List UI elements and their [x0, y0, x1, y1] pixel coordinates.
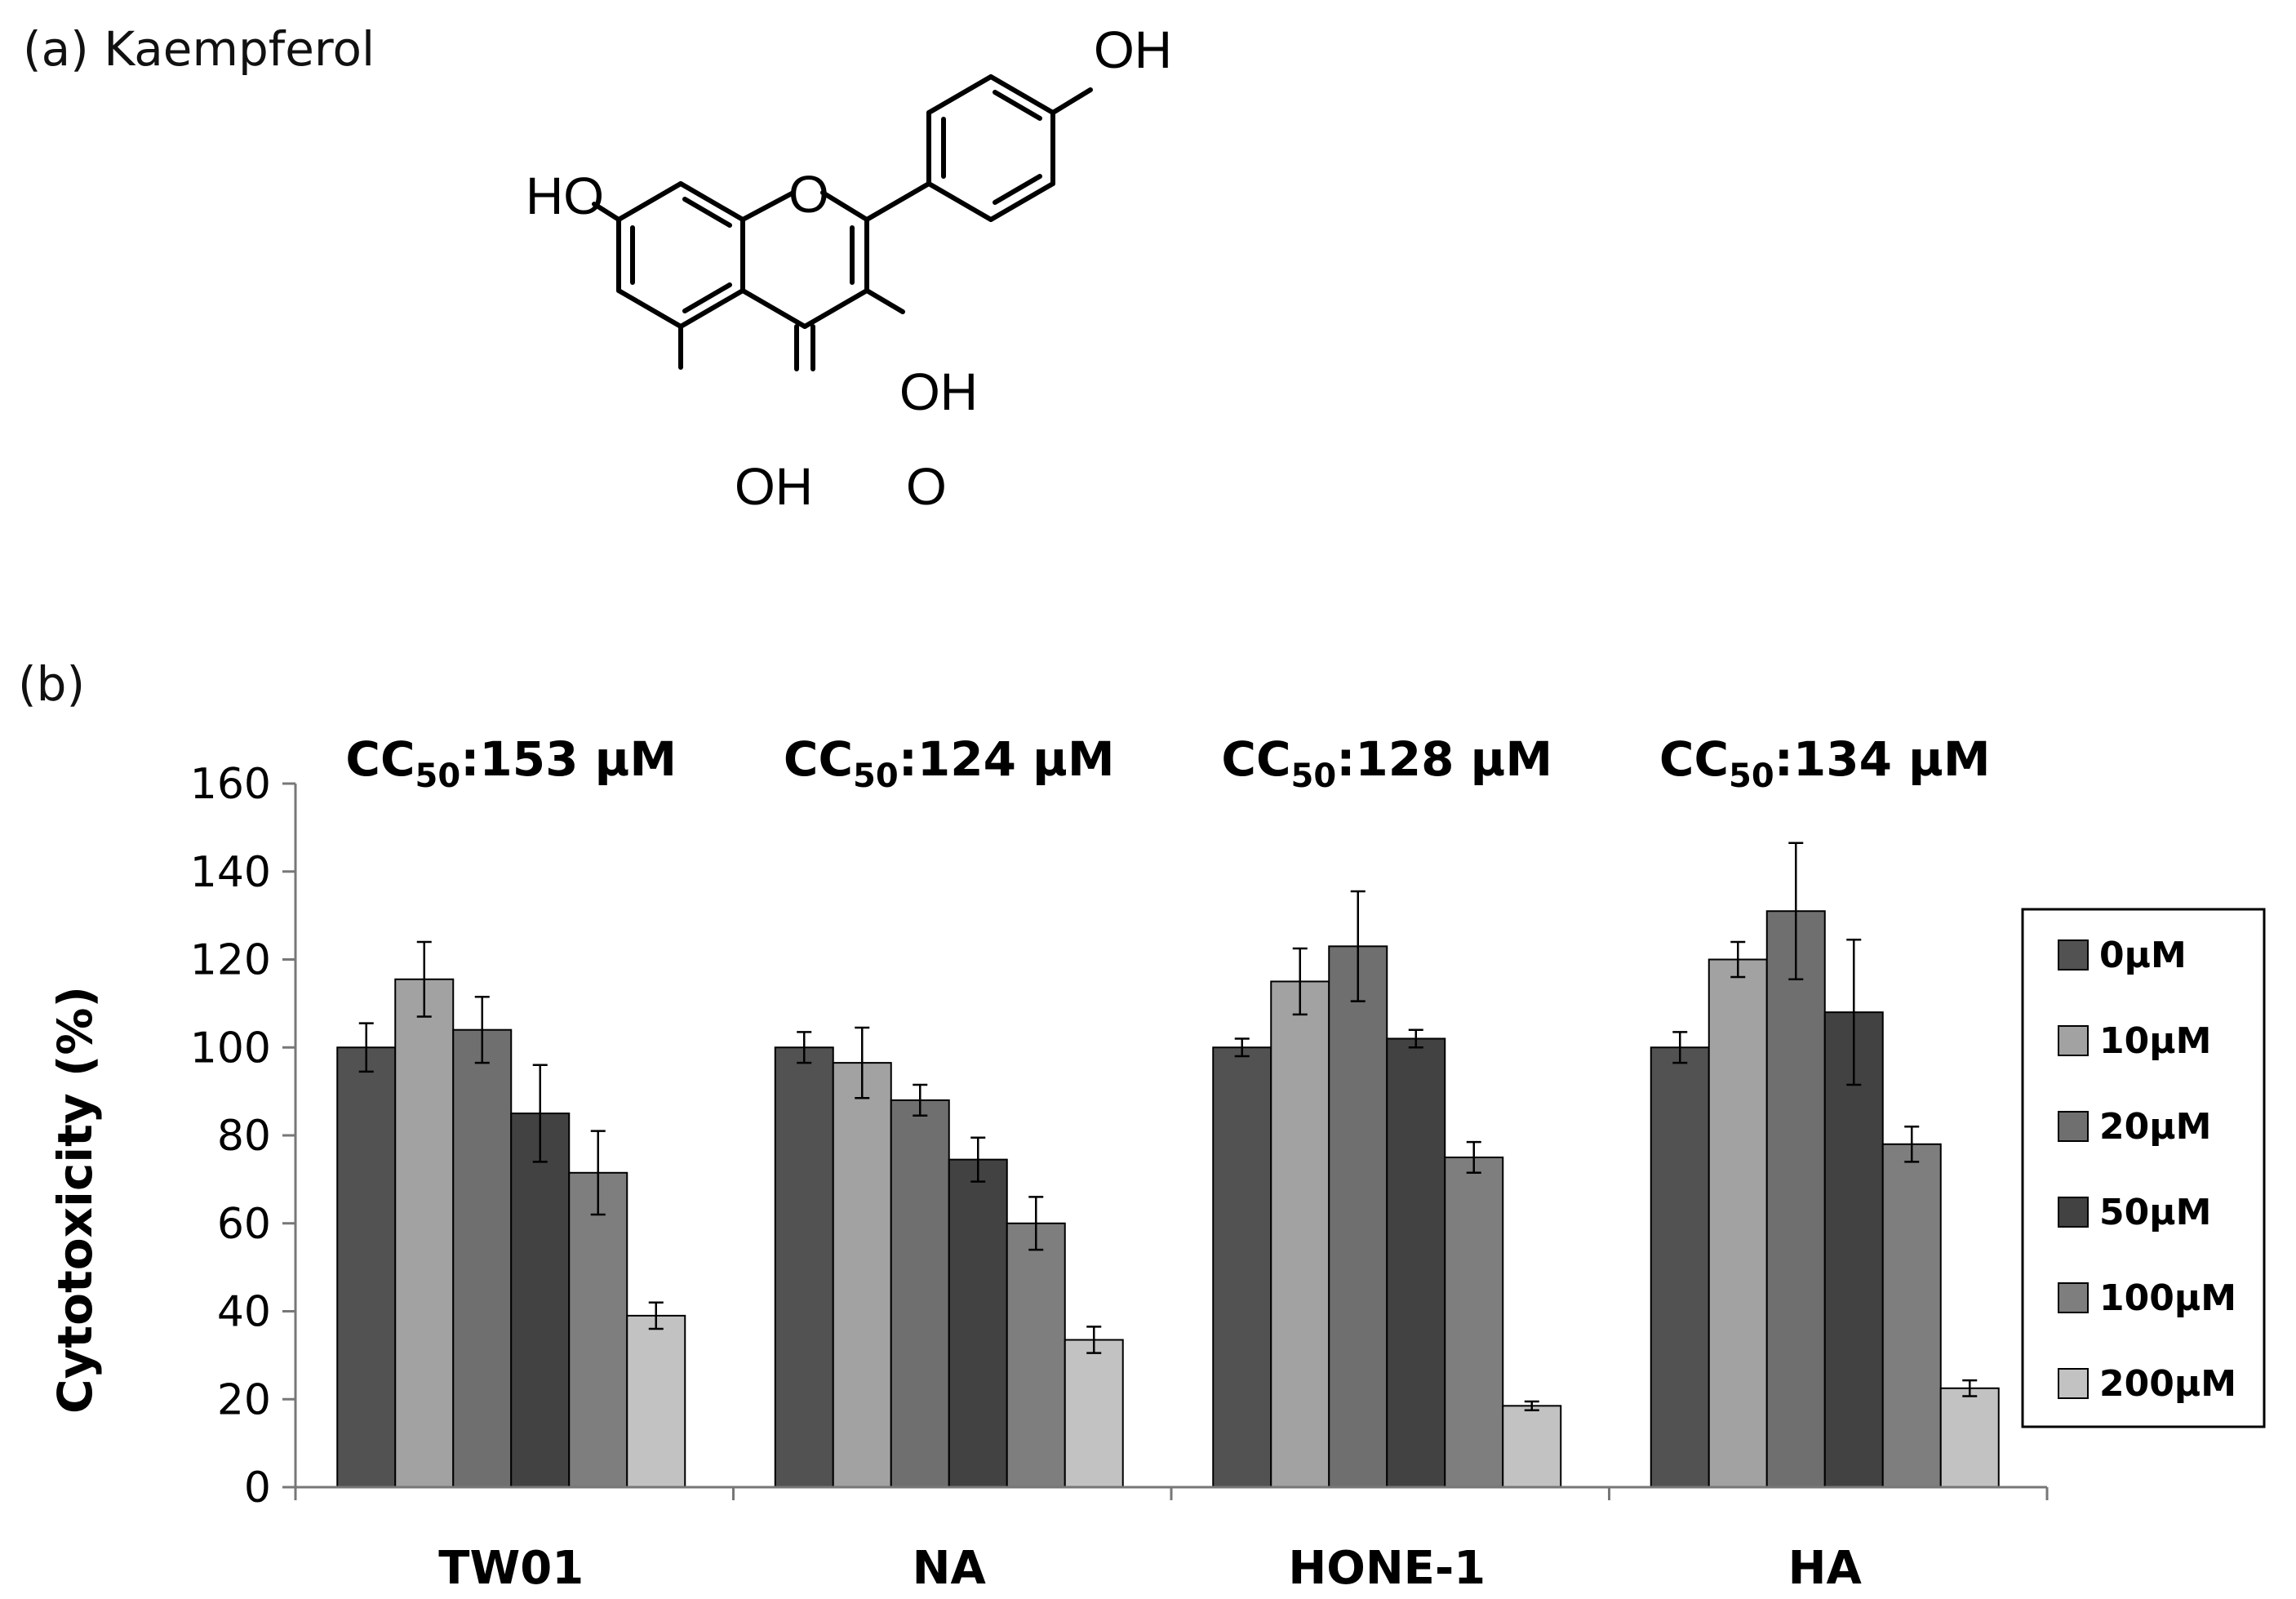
x-category-label: NA: [913, 1542, 987, 1595]
y-tick-label: 40: [217, 1288, 271, 1337]
cc50-annotation: CC50:153 µM: [345, 731, 677, 795]
kaempferol-structure: OH HO O OH OH O: [526, 20, 1172, 516]
y-tick-label: 100: [190, 1024, 271, 1073]
y-tick-label: 80: [217, 1112, 271, 1161]
bar-na-10µm: [832, 1062, 892, 1488]
panel-a-label: (a) Kaempferol: [23, 21, 375, 77]
legend-label: 20µM: [2099, 1106, 2211, 1148]
bar-na-20µm: [890, 1099, 950, 1489]
legend-swatch-0µm: [2058, 939, 2089, 971]
legend-label: 10µM: [2099, 1020, 2211, 1062]
legend-label: 100µM: [2099, 1277, 2236, 1319]
bar-hone-1-0µm: [1212, 1046, 1272, 1488]
bar-tw01-100µm: [568, 1171, 628, 1488]
legend-frame: [2021, 908, 2266, 1428]
bar-hone-1-10µm: [1270, 980, 1330, 1488]
y-tick-label: 140: [190, 848, 271, 897]
atom-oh-para: OH: [1094, 20, 1172, 79]
bar-tw01-10µm: [394, 978, 455, 1488]
atom-carbonyl-oxygen: O: [906, 457, 947, 516]
legend-swatch-100µm: [2058, 1282, 2089, 1313]
bar-na-100µm: [1006, 1222, 1066, 1488]
bar-na-200µm: [1064, 1339, 1124, 1489]
bar-hone-1-200µm: [1502, 1405, 1562, 1489]
y-tick-label: 0: [244, 1464, 271, 1512]
legend-label: 0µM: [2099, 935, 2187, 976]
atom-oh-5: OH: [735, 457, 813, 516]
bar-ha-0µm: [1650, 1046, 1710, 1488]
x-category-label: TW01: [438, 1542, 584, 1595]
bar-ha-10µm: [1708, 958, 1768, 1488]
cc50-annotation: CC50:124 µM: [784, 731, 1115, 795]
legend-label: 200µM: [2099, 1363, 2236, 1405]
x-category-label: HA: [1788, 1542, 1863, 1595]
bar-ha-20µm: [1765, 910, 1826, 1489]
bar-na-0µm: [774, 1046, 834, 1488]
bar-tw01-20µm: [452, 1028, 513, 1488]
y-tick-label: 60: [217, 1200, 271, 1249]
legend-swatch-200µm: [2058, 1368, 2089, 1399]
legend-label: 50µM: [2099, 1192, 2211, 1233]
bar-tw01-0µm: [336, 1046, 397, 1488]
atom-oh-3: OH: [899, 362, 978, 421]
y-tick-label: 20: [217, 1375, 271, 1424]
bar-tw01-200µm: [626, 1314, 686, 1488]
atom-ring-oxygen: O: [788, 165, 829, 224]
legend: 0µM 10µM 20µM 50µM 100µM 200µM: [2021, 908, 2266, 1428]
panel-b-label: (b): [18, 656, 85, 712]
y-tick-label: 160: [190, 760, 271, 809]
legend-swatch-50µm: [2058, 1197, 2089, 1228]
cc50-annotation: CC50:128 µM: [1221, 731, 1552, 795]
bar-hone-1-100µm: [1444, 1156, 1504, 1488]
bar-hone-1-50µm: [1386, 1037, 1446, 1488]
bar-ha-200µm: [1939, 1387, 2000, 1488]
bar-tw01-50µm: [510, 1113, 571, 1488]
bar-ha-100µm: [1881, 1143, 1942, 1489]
cc50-annotation: CC50:134 µM: [1659, 731, 1991, 795]
y-axis-label: Cytotoxicity (%): [47, 986, 103, 1414]
bar-na-50µm: [948, 1158, 1008, 1488]
x-category-label: HONE-1: [1288, 1542, 1486, 1595]
legend-swatch-20µm: [2058, 1111, 2089, 1142]
atom-ho-7: HO: [526, 167, 604, 225]
bar-hone-1-20µm: [1328, 945, 1388, 1488]
y-tick-label: 120: [190, 936, 271, 985]
legend-swatch-10µm: [2058, 1025, 2089, 1056]
bar-chart: 0 20 40 60 80 100 120 140 160 TW01 NA HONE-1 HA CC5…: [47, 731, 2266, 1595]
